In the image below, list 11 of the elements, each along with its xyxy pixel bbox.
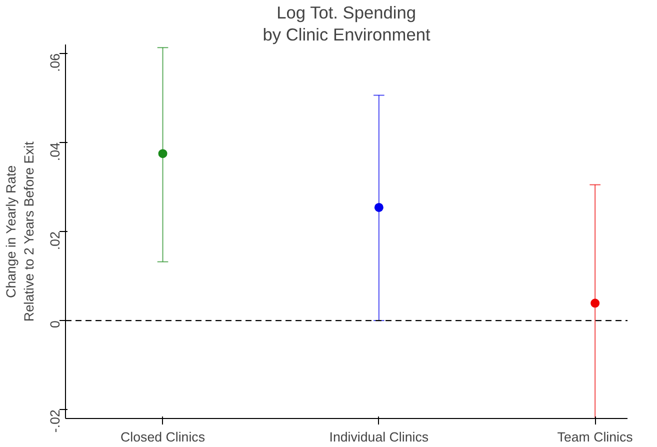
y-axis-title: Change in Yearly Rate Relative to 2 Years Before Exit xyxy=(4,141,36,322)
y-tick-label: -.02 xyxy=(48,410,62,433)
chart-subtitle: by Clinic Environment xyxy=(262,24,430,44)
chart-title: Log Tot. Spending xyxy=(276,2,416,22)
x-tick-label: Team Clinics xyxy=(557,430,634,444)
y-tick-label: .06 xyxy=(48,53,62,72)
x-tick-label: Individual Clinics xyxy=(329,430,429,444)
y-tick-label: 0 xyxy=(48,320,62,328)
y-tick-label: .02 xyxy=(48,231,62,250)
y-tick-label: .04 xyxy=(48,142,62,161)
x-tick-label: Closed Clinics xyxy=(120,430,206,444)
